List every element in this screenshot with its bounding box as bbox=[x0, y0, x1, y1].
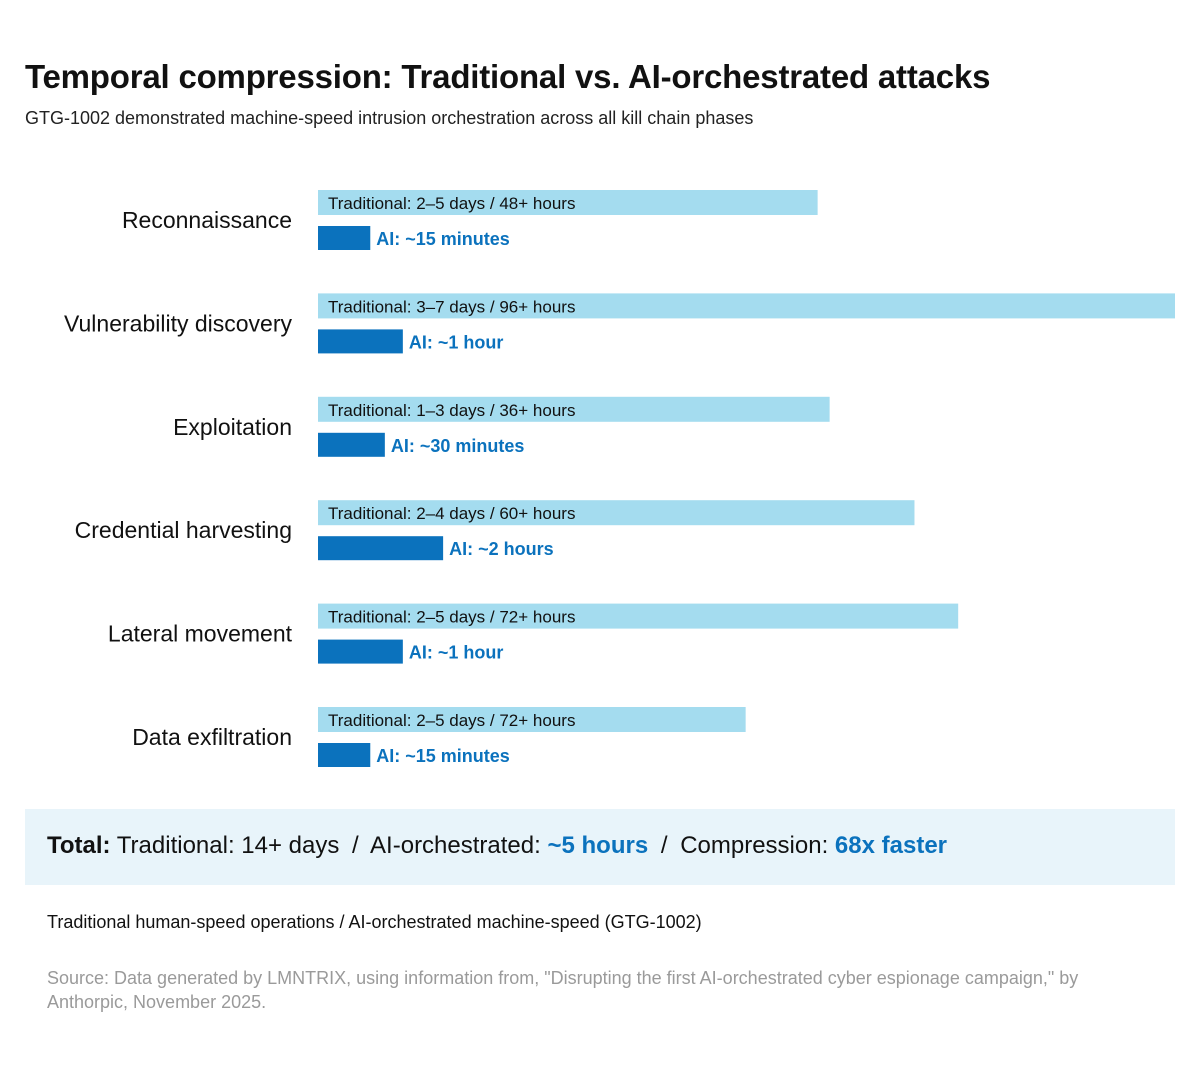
ai-bar-label: AI: ~2 hours bbox=[449, 539, 554, 559]
summary-compression-prefix: Compression: bbox=[680, 832, 829, 859]
summary-ai-prefix: AI-orchestrated: bbox=[370, 832, 541, 859]
ai-bar bbox=[318, 639, 403, 664]
traditional-bar-label: Traditional: 2–4 days / 60+ hours bbox=[328, 504, 575, 523]
summary-label: Total: bbox=[47, 832, 111, 859]
chart-subtitle: GTG-1002 demonstrated machine-speed intr… bbox=[25, 108, 754, 128]
summary-box: Total: Traditional: 14+ days / AI-orches… bbox=[25, 809, 1175, 885]
legend-text: Traditional human-speed operations / AI-… bbox=[47, 912, 702, 932]
summary-compression-value: 68x faster bbox=[834, 832, 947, 859]
traditional-bar bbox=[318, 603, 959, 629]
summary-separator: / bbox=[352, 832, 359, 859]
category-label: Data exfiltration bbox=[132, 724, 292, 750]
summary-ai-value: ~5 hours bbox=[547, 832, 649, 859]
traditional-bar-label: Traditional: 2–5 days / 72+ hours bbox=[328, 608, 575, 627]
bar-chart: Reconnaissance Traditional: 2–5 days / 48… bbox=[64, 190, 1175, 767]
source-note: Source: Data generated by LMNTRIX, using… bbox=[47, 968, 1079, 1012]
traditional-bar-label: Traditional: 1–3 days / 36+ hours bbox=[328, 401, 575, 420]
ai-bar-label: AI: ~15 minutes bbox=[376, 229, 510, 249]
category-label: Vulnerability discovery bbox=[64, 310, 292, 336]
ai-bar bbox=[318, 226, 371, 250]
traditional-bar-label: Traditional: 3–7 days / 96+ hours bbox=[328, 297, 575, 316]
chart-title: Temporal compression: Traditional vs. AI… bbox=[25, 58, 991, 95]
ai-bar-label: AI: ~1 hour bbox=[409, 332, 504, 352]
ai-bar-label: AI: ~1 hour bbox=[409, 643, 504, 663]
ai-bar-label: AI: ~15 minutes bbox=[376, 746, 510, 766]
traditional-bar bbox=[318, 190, 818, 215]
ai-bar bbox=[318, 743, 371, 767]
ai-bar bbox=[318, 536, 444, 561]
ai-bar-label: AI: ~30 minutes bbox=[391, 436, 525, 456]
summary-traditional: Traditional: 14+ days bbox=[116, 832, 340, 859]
summary-text: Total: Traditional: 14+ days / AI-orches… bbox=[47, 832, 947, 860]
category-label: Lateral movement bbox=[108, 621, 293, 647]
traditional-bar bbox=[318, 396, 830, 422]
category-label: Credential harvesting bbox=[75, 517, 292, 543]
traditional-bar bbox=[318, 500, 915, 526]
traditional-bar bbox=[318, 293, 1175, 319]
category-label: Exploitation bbox=[173, 414, 292, 440]
traditional-bar bbox=[318, 707, 746, 732]
ai-bar bbox=[318, 329, 403, 354]
traditional-bar-label: Traditional: 2–5 days / 48+ hours bbox=[328, 194, 575, 213]
summary-separator: / bbox=[660, 832, 668, 859]
traditional-bar-label: Traditional: 2–5 days / 72+ hours bbox=[328, 711, 575, 730]
ai-bar bbox=[318, 432, 385, 457]
category-label: Reconnaissance bbox=[122, 207, 292, 233]
